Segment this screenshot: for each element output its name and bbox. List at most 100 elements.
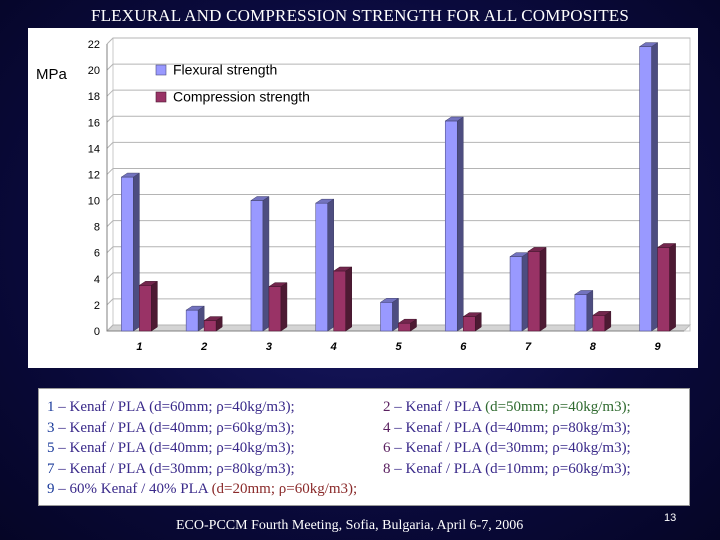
- key-number: 6: [383, 440, 391, 457]
- y-tick-label: 14: [88, 143, 100, 155]
- key-params: (d=40mm; ρ=40kg/m3);: [149, 440, 295, 457]
- bar-top: [250, 196, 270, 201]
- gridline: [106, 272, 114, 280]
- x-tick-label: 2: [200, 341, 207, 353]
- gridline: [106, 115, 114, 123]
- gridline: [106, 324, 114, 332]
- bar-flexural: [444, 120, 458, 332]
- bar-top: [444, 116, 465, 122]
- key-text: – Kenaf / PLA: [394, 399, 482, 415]
- key-row: 1 – Kenaf / PLA (d=60mm; ρ=40kg/m3); 2 –…: [47, 397, 681, 418]
- bar-compression: [462, 316, 476, 332]
- slide-title: FLEXURAL AND COMPRESSION STRENGTH FOR AL…: [90, 6, 630, 25]
- key-entry: 7 – Kenaf / PLA (d=30mm; ρ=80kg/m3);: [47, 461, 295, 477]
- bar-side: [586, 290, 594, 332]
- gridline: [106, 220, 114, 227]
- x-tick-label: 4: [330, 341, 337, 353]
- y-tick-label: 6: [94, 248, 100, 260]
- x-tick-label: 1: [136, 341, 142, 353]
- bar-flexural: [121, 176, 134, 332]
- y-tick-label: 4: [94, 274, 100, 286]
- key-number: 5: [47, 440, 55, 457]
- bar-side: [197, 305, 205, 332]
- key-entry: 5 – Kenaf / PLA (d=40mm; ρ=40kg/m3);: [47, 440, 295, 456]
- page-number: 13: [664, 512, 677, 524]
- y-tick-label: 0: [94, 326, 100, 338]
- gridline: [106, 37, 114, 45]
- legend-label-flexural: Flexural strength: [173, 62, 277, 78]
- bar-side: [539, 246, 547, 332]
- key-entry: 1 – Kenaf / PLA (d=60mm; ρ=40kg/m3);: [47, 399, 295, 415]
- bar-top: [592, 311, 612, 316]
- x-tick-label: 8: [590, 341, 597, 353]
- key-row: 5 – Kenaf / PLA (d=40mm; ρ=40kg/m3); 6 –…: [47, 438, 681, 459]
- bar-flexural: [509, 256, 523, 332]
- y-tick-label: 20: [88, 65, 100, 77]
- y-tick-label: 18: [88, 91, 100, 103]
- key-row: 7 – Kenaf / PLA (d=30mm; ρ=80kg/m3); 8 –…: [47, 459, 681, 480]
- key-text: – Kenaf / PLA: [58, 419, 146, 436]
- gridline: [106, 89, 114, 97]
- key-number: 1: [47, 399, 55, 415]
- key-params: (d=10mm; ρ=60kg/m3);: [485, 460, 631, 477]
- key-entry: 4 – Kenaf / PLA (d=40mm; ρ=80kg/m3);: [383, 418, 631, 439]
- y-tick-label: 8: [94, 222, 100, 234]
- bar-flexural: [574, 294, 588, 332]
- x-tick-label: 6: [460, 341, 467, 353]
- y-tick-label: 22: [88, 39, 100, 51]
- bar-top: [397, 318, 418, 324]
- bar-side: [392, 297, 399, 332]
- key-text: – Kenaf / PLA: [394, 440, 482, 457]
- bar-flexural: [250, 200, 264, 332]
- gridline: [106, 246, 114, 254]
- bar-compression: [268, 286, 282, 332]
- key-entry: 6 – Kenaf / PLA (d=30mm; ρ=40kg/m3);: [383, 438, 631, 459]
- bar-top: [314, 198, 335, 204]
- bar-compression: [139, 285, 152, 332]
- bar-top: [185, 305, 205, 311]
- key-row: 3 – Kenaf / PLA (d=40mm; ρ=60kg/m3); 4 –…: [47, 418, 681, 439]
- bar-top: [268, 282, 288, 287]
- y-tick-label: 16: [88, 117, 100, 129]
- x-tick-label: 7: [525, 341, 532, 353]
- key-number: 3: [47, 419, 55, 436]
- bar-flexural: [315, 202, 329, 332]
- key-text: – Kenaf / PLA: [394, 460, 482, 477]
- key-entry: 8 – Kenaf / PLA (d=10mm; ρ=60kg/m3);: [383, 459, 631, 480]
- x-tick-label: 5: [395, 341, 402, 353]
- key-entry: 2 – Kenaf / PLA (d=50mm; ρ=40kg/m3);: [383, 397, 631, 418]
- bar-top: [574, 290, 594, 295]
- key-params: (d=40mm; ρ=80kg/m3);: [485, 419, 631, 436]
- y-tick-label: 2: [94, 300, 100, 312]
- bar-side: [133, 172, 140, 332]
- gridline: [106, 298, 114, 306]
- legend-swatch-compression: [155, 91, 167, 103]
- gridline: [106, 142, 114, 149]
- legend-label-compression: Compression strength: [173, 89, 310, 105]
- bar-compression: [333, 270, 347, 332]
- y-tick-label: 12: [88, 169, 100, 181]
- bar-side: [651, 42, 658, 332]
- plot-area: [112, 37, 691, 332]
- bar-flexural: [380, 301, 393, 332]
- bar-top: [462, 312, 483, 317]
- bar-compression: [527, 251, 541, 332]
- bar-top: [120, 172, 141, 178]
- bar-compression: [203, 320, 217, 332]
- bar-side: [262, 196, 270, 332]
- x-tick-label: 9: [655, 341, 662, 353]
- bar-compression: [398, 322, 411, 332]
- y-tick-label: 10: [88, 196, 100, 208]
- gridline: [106, 168, 114, 175]
- bar-top: [138, 281, 159, 286]
- key-params: (d=30mm; ρ=80kg/m3);: [149, 460, 295, 477]
- key-params: (d=30mm; ρ=40kg/m3);: [485, 440, 631, 457]
- legend-swatch-flexural: [155, 64, 167, 76]
- key-params: (d=20mm; ρ=60kg/m3);: [211, 481, 358, 498]
- bar-top: [332, 266, 353, 272]
- bar-compression: [657, 247, 670, 332]
- y-axis-label: MPa: [36, 66, 68, 83]
- key-text: – Kenaf / PLA: [58, 399, 146, 415]
- chart-panel: 0 2 4 6 8 10 12 14 16 18 20 22 MPa 1 2 3 4 5 6 7 8 9 Flexural …: [28, 28, 698, 368]
